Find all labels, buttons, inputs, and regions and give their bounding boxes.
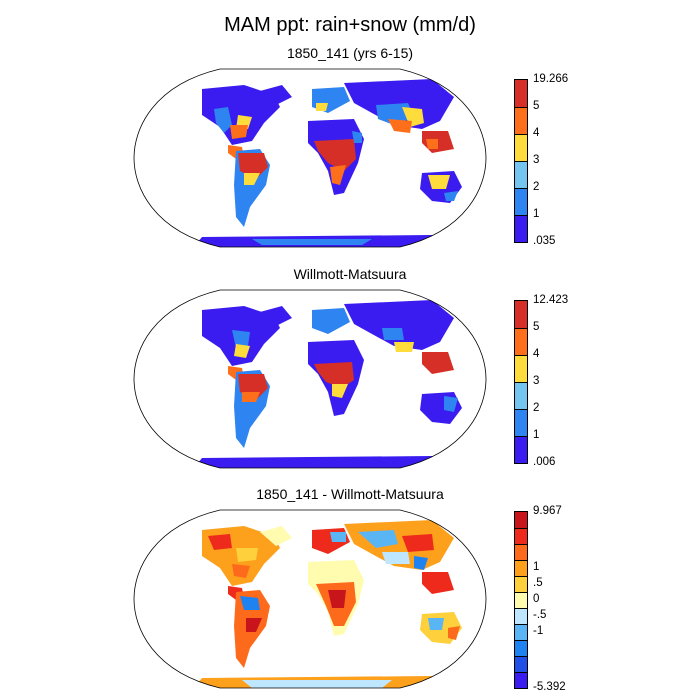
colorbar-tick-label: 1 — [533, 561, 540, 573]
colorbar-tick-label: -.5 — [533, 609, 547, 621]
colorbar-segment — [515, 161, 527, 188]
colorbar-segment — [515, 640, 527, 656]
colorbar-tick-label: 2 — [533, 181, 540, 193]
colorbar-segment — [515, 436, 527, 463]
colorbar-segment — [515, 107, 527, 134]
colorbar-tick-label: 1 — [533, 429, 540, 441]
colorbar-segment — [515, 301, 527, 328]
colorbar-segment — [515, 576, 527, 592]
colorbar-segment — [515, 409, 527, 436]
colorbar-tick-label: 4 — [533, 348, 540, 360]
panel-1-title: 1850_141 (yrs 6-15) — [286, 45, 414, 61]
colorbar-tick-label: 9.967 — [533, 505, 562, 517]
colorbar-tick-label: 1 — [533, 208, 540, 220]
colorbar-tick-label: .006 — [533, 456, 556, 468]
panel-2-title: Willmott-Matsuura — [293, 266, 407, 282]
colorbar-segment — [515, 608, 527, 624]
figure-title: MAM ppt: rain+snow (mm/d) — [224, 14, 476, 36]
colorbar-tick-label: 2 — [533, 402, 540, 414]
colorbar-tick-label: .035 — [533, 235, 556, 247]
colorbar-segment — [515, 544, 527, 560]
colorbar-segment — [515, 656, 527, 672]
colorbar-tick-label: -5.392 — [533, 681, 566, 693]
colorbar-segment — [515, 188, 527, 215]
panel-2-map — [133, 289, 487, 469]
colorbar-tick-label: .5 — [533, 577, 543, 589]
colorbar-segment — [515, 80, 527, 107]
panel-3-colorbar — [514, 511, 528, 689]
panel-2-land — [192, 300, 462, 468]
colorbar-tick-label: 19.266 — [533, 73, 569, 85]
colorbar-tick-label: 0 — [533, 593, 540, 605]
colorbar-tick-label: 3 — [533, 154, 540, 166]
colorbar-segment — [515, 560, 527, 576]
colorbar-segment — [515, 215, 527, 242]
panel-3-land — [192, 520, 462, 688]
colorbar-tick-label: 12.423 — [533, 294, 569, 306]
panel-3-map — [133, 509, 487, 689]
panel-2-colorbar — [514, 300, 528, 464]
colorbar-tick-label: -1 — [533, 625, 544, 637]
panel-1-land — [192, 79, 462, 247]
colorbar-tick-label: 5 — [533, 321, 540, 333]
colorbar-tick-label: 4 — [533, 127, 540, 139]
colorbar-segment — [515, 382, 527, 409]
colorbar-tick-label: 3 — [533, 375, 540, 387]
colorbar-segment — [515, 672, 527, 688]
colorbar-segment — [515, 134, 527, 161]
panel-1-colorbar — [514, 79, 528, 243]
panel-1-map — [133, 68, 487, 248]
colorbar-segment — [515, 355, 527, 382]
colorbar-tick-label: 5 — [533, 100, 540, 112]
colorbar-segment — [515, 328, 527, 355]
colorbar-segment — [515, 624, 527, 640]
panel-3-title: 1850_141 - Willmott-Matsuura — [256, 486, 444, 502]
colorbar-segment — [515, 528, 527, 544]
colorbar-segment — [515, 592, 527, 608]
colorbar-segment — [515, 512, 527, 528]
